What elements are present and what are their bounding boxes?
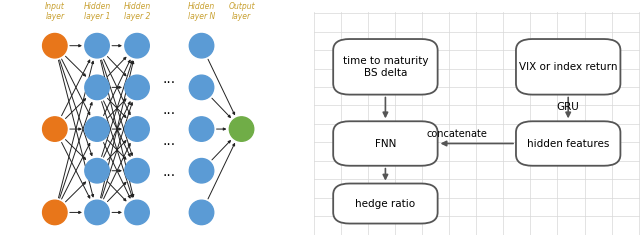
FancyBboxPatch shape <box>516 39 620 95</box>
Text: ...: ... <box>163 165 176 179</box>
Circle shape <box>125 117 149 141</box>
FancyBboxPatch shape <box>516 121 620 166</box>
Text: Hidden
layer 2: Hidden layer 2 <box>124 2 150 21</box>
Circle shape <box>125 33 149 58</box>
Circle shape <box>43 200 67 225</box>
Circle shape <box>85 117 109 141</box>
Circle shape <box>189 117 214 141</box>
Text: hedge ratio: hedge ratio <box>355 199 415 208</box>
Circle shape <box>43 117 67 141</box>
Circle shape <box>85 75 109 100</box>
Text: Hidden
layer N: Hidden layer N <box>188 2 215 21</box>
FancyBboxPatch shape <box>333 184 438 224</box>
Circle shape <box>189 200 214 225</box>
Circle shape <box>229 117 254 141</box>
Text: hidden features: hidden features <box>527 139 609 148</box>
Text: FNN: FNN <box>375 139 396 148</box>
Circle shape <box>85 200 109 225</box>
Circle shape <box>189 75 214 100</box>
Circle shape <box>125 75 149 100</box>
FancyBboxPatch shape <box>333 121 438 166</box>
Circle shape <box>85 33 109 58</box>
Text: concatenate: concatenate <box>427 128 488 139</box>
Text: time to maturity
BS delta: time to maturity BS delta <box>342 56 428 78</box>
Text: Input
layer: Input layer <box>45 2 65 21</box>
Circle shape <box>85 159 109 183</box>
Circle shape <box>43 33 67 58</box>
Circle shape <box>125 159 149 183</box>
Text: ...: ... <box>163 134 176 148</box>
FancyBboxPatch shape <box>333 39 438 95</box>
Text: Output
layer: Output layer <box>228 2 255 21</box>
Text: ...: ... <box>163 72 176 86</box>
Circle shape <box>189 33 214 58</box>
Circle shape <box>189 159 214 183</box>
Text: GRU: GRU <box>557 102 580 112</box>
Text: ...: ... <box>163 103 176 117</box>
Text: VIX or index return: VIX or index return <box>519 62 618 72</box>
Circle shape <box>125 200 149 225</box>
Text: Hidden
layer 1: Hidden layer 1 <box>83 2 111 21</box>
